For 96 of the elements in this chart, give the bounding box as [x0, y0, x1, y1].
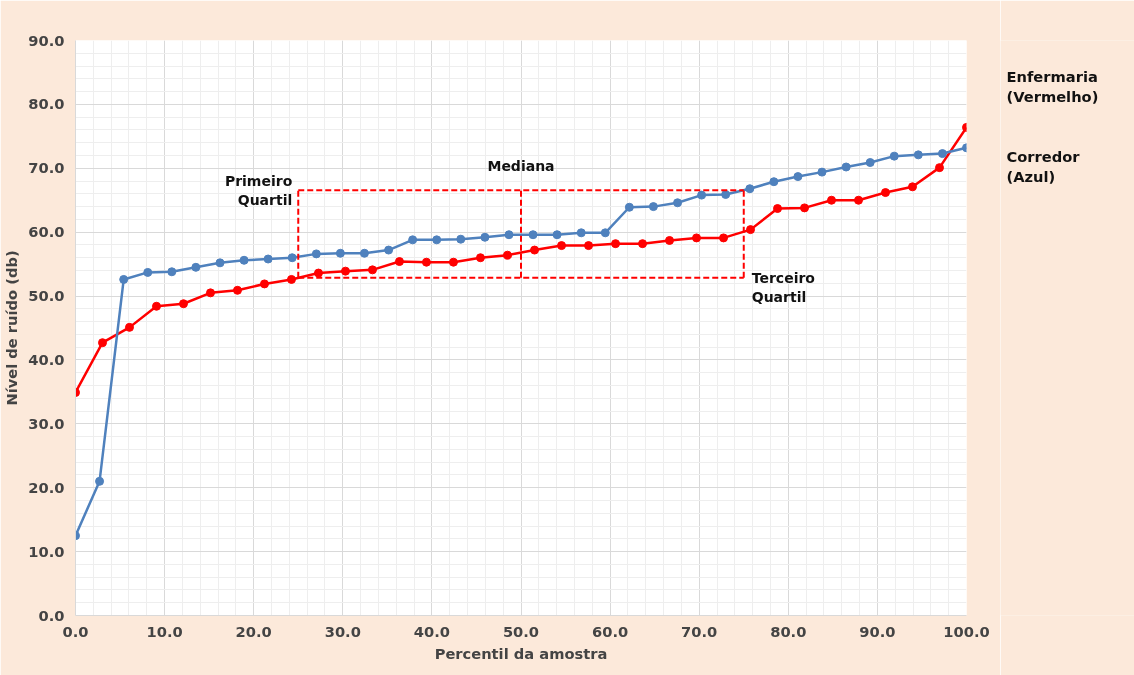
point — [841, 162, 851, 172]
point — [311, 249, 321, 259]
point — [584, 241, 594, 251]
point — [456, 234, 466, 244]
point — [335, 248, 345, 258]
point — [908, 182, 918, 192]
point — [600, 228, 610, 238]
x-tick-label: 0.0 — [62, 622, 89, 640]
ref-line-label: Terceiro Quartil — [751, 269, 816, 306]
x-tick-label: 60.0 — [592, 622, 629, 640]
point — [793, 172, 803, 182]
y-tick-label: 80.0 — [28, 95, 65, 113]
x-tick-label: 10.0 — [146, 622, 183, 640]
point — [889, 151, 899, 161]
point — [913, 150, 923, 160]
point — [528, 230, 538, 240]
point — [576, 228, 586, 238]
point — [143, 267, 153, 277]
point — [935, 163, 944, 173]
point — [502, 250, 512, 260]
y-tick-label: 70.0 — [28, 159, 65, 177]
x-tick-label: 50.0 — [502, 622, 540, 640]
point — [215, 258, 225, 268]
point — [480, 232, 490, 242]
point — [673, 198, 683, 208]
point — [263, 254, 273, 264]
point — [394, 257, 404, 267]
y-tick-label: 0.0 — [38, 606, 65, 624]
point — [448, 257, 458, 267]
point — [432, 235, 442, 245]
x-axis-title: Percentil da amostra — [434, 644, 608, 662]
point — [124, 322, 134, 332]
point — [259, 279, 269, 289]
point — [286, 274, 296, 284]
point — [773, 204, 783, 214]
point — [408, 235, 418, 245]
point — [746, 225, 756, 235]
ref-line-label: Mediana — [487, 158, 555, 175]
point — [692, 233, 702, 243]
x-tick-label: 40.0 — [413, 622, 450, 640]
point — [205, 288, 215, 298]
x-tick-label: 70.0 — [681, 622, 718, 640]
point — [504, 230, 514, 240]
y-tick-label: 60.0 — [28, 223, 65, 241]
point — [313, 268, 323, 278]
point — [340, 266, 350, 276]
point — [151, 301, 161, 311]
point — [881, 188, 891, 198]
point — [697, 190, 707, 200]
x-tick-label: 20.0 — [235, 622, 272, 640]
point — [119, 274, 129, 284]
point — [367, 265, 377, 275]
point — [800, 203, 810, 213]
point — [421, 257, 431, 267]
y-axis-title: Nível de ruído (db) — [3, 250, 21, 406]
point — [95, 476, 105, 486]
point — [745, 184, 755, 194]
point — [552, 230, 562, 240]
point — [530, 245, 540, 255]
y-tick-label: 40.0 — [28, 350, 65, 368]
x-tick-label: 90.0 — [859, 622, 896, 640]
point — [191, 262, 201, 272]
x-tick-label: 80.0 — [770, 622, 807, 640]
point — [638, 239, 648, 249]
point — [624, 202, 634, 212]
point — [719, 233, 729, 243]
text: Enfermaria (Vermelho) — [1006, 67, 1099, 106]
y-tick-label: 90.0 — [28, 31, 65, 49]
point — [98, 338, 107, 348]
point — [232, 285, 242, 295]
point — [611, 239, 621, 249]
text: Corredor (Azul) — [1006, 147, 1081, 186]
y-tick-label: 30.0 — [28, 414, 65, 432]
point — [167, 267, 177, 277]
point — [384, 245, 394, 255]
point — [827, 195, 837, 205]
point — [557, 241, 567, 251]
x-tick-label: 100.0 — [943, 622, 990, 640]
x-tick-label: 30.0 — [324, 622, 361, 640]
point — [721, 189, 731, 199]
point — [854, 195, 864, 205]
point — [475, 253, 485, 263]
point — [239, 255, 249, 265]
point — [865, 158, 875, 168]
point — [769, 177, 779, 187]
ref-line-label: Primeiro Quartil — [224, 172, 293, 208]
point — [178, 299, 188, 309]
point — [648, 202, 658, 212]
point — [287, 253, 297, 263]
point — [937, 149, 947, 159]
point — [817, 167, 827, 177]
y-tick-label: 10.0 — [28, 542, 65, 560]
y-tick-label: 50.0 — [28, 287, 65, 305]
point — [665, 235, 675, 245]
y-tick-label: 20.0 — [28, 478, 65, 496]
point — [359, 248, 369, 258]
